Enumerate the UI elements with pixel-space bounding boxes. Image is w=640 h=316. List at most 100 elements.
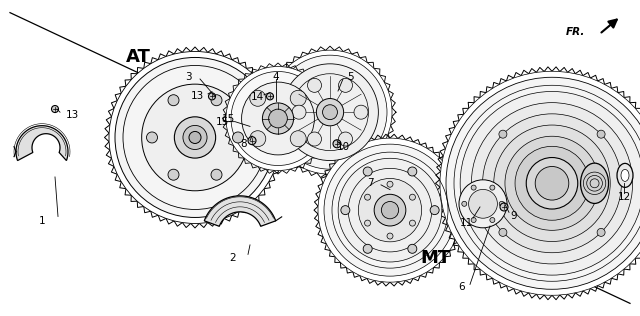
Circle shape [318, 138, 462, 282]
Circle shape [494, 125, 611, 241]
Circle shape [168, 95, 179, 106]
Circle shape [307, 132, 321, 146]
Circle shape [483, 114, 621, 253]
Circle shape [597, 228, 605, 236]
Circle shape [147, 132, 157, 143]
Circle shape [211, 169, 222, 180]
Circle shape [338, 158, 442, 262]
Circle shape [505, 136, 599, 230]
Circle shape [374, 194, 406, 226]
Circle shape [410, 220, 415, 226]
Ellipse shape [580, 163, 609, 204]
Circle shape [499, 228, 507, 236]
Circle shape [290, 131, 306, 147]
Circle shape [211, 95, 222, 106]
Circle shape [499, 201, 504, 206]
Circle shape [468, 189, 497, 218]
Text: 11: 11 [460, 218, 472, 228]
Text: FR.: FR. [566, 27, 585, 37]
Circle shape [387, 181, 393, 187]
Text: 2: 2 [230, 252, 236, 263]
Text: 15: 15 [216, 117, 228, 127]
Circle shape [387, 233, 393, 239]
Circle shape [500, 203, 508, 211]
Ellipse shape [621, 169, 629, 181]
Circle shape [316, 99, 344, 126]
Circle shape [115, 58, 275, 217]
Circle shape [168, 169, 179, 180]
Text: 15: 15 [221, 114, 235, 125]
Circle shape [268, 50, 392, 174]
Circle shape [462, 201, 467, 206]
Circle shape [471, 103, 632, 264]
Circle shape [250, 90, 266, 106]
Circle shape [333, 140, 341, 148]
Circle shape [597, 130, 605, 138]
Text: 3: 3 [185, 72, 191, 82]
Text: 5: 5 [347, 72, 353, 82]
Circle shape [292, 105, 306, 119]
Circle shape [430, 206, 439, 215]
Circle shape [273, 55, 387, 169]
Text: 6: 6 [459, 282, 465, 292]
Circle shape [459, 180, 507, 228]
Circle shape [408, 244, 417, 253]
Circle shape [232, 132, 243, 143]
Circle shape [408, 167, 417, 176]
Text: 13: 13 [65, 110, 79, 120]
Circle shape [358, 179, 422, 242]
Polygon shape [204, 196, 276, 226]
Text: 1: 1 [38, 216, 45, 226]
Circle shape [471, 185, 476, 190]
Text: 10: 10 [337, 142, 349, 152]
Circle shape [526, 157, 578, 209]
Circle shape [341, 206, 350, 215]
Circle shape [262, 103, 294, 134]
Text: 14: 14 [250, 92, 264, 102]
Circle shape [109, 52, 281, 223]
Circle shape [354, 105, 368, 119]
Circle shape [490, 217, 495, 222]
Circle shape [323, 105, 337, 120]
Circle shape [365, 194, 371, 200]
Circle shape [363, 244, 372, 253]
Circle shape [460, 91, 640, 275]
Circle shape [209, 93, 216, 100]
Circle shape [141, 84, 248, 191]
Circle shape [446, 77, 640, 289]
Circle shape [490, 185, 495, 190]
Circle shape [51, 106, 58, 112]
Circle shape [290, 90, 306, 106]
Circle shape [381, 202, 399, 219]
Circle shape [535, 167, 569, 200]
Text: 12: 12 [618, 192, 630, 203]
Text: 7: 7 [367, 178, 373, 188]
Circle shape [269, 109, 287, 128]
Text: 4: 4 [273, 72, 279, 82]
Circle shape [339, 132, 353, 146]
Polygon shape [16, 126, 68, 161]
Circle shape [242, 82, 314, 155]
Circle shape [324, 144, 456, 276]
Circle shape [499, 130, 507, 138]
Circle shape [226, 66, 330, 171]
Circle shape [307, 78, 321, 92]
Circle shape [282, 64, 378, 161]
Circle shape [174, 117, 216, 158]
Circle shape [440, 71, 640, 295]
Circle shape [231, 71, 325, 166]
Text: 8: 8 [241, 139, 247, 149]
Circle shape [266, 93, 273, 100]
Text: 13: 13 [190, 91, 204, 101]
Circle shape [365, 220, 371, 226]
Circle shape [339, 78, 353, 92]
Ellipse shape [617, 163, 633, 187]
Circle shape [515, 146, 589, 220]
Circle shape [248, 137, 256, 145]
Text: MT: MT [421, 249, 451, 266]
Circle shape [250, 131, 266, 147]
Circle shape [183, 125, 207, 149]
Text: AT: AT [125, 48, 150, 66]
Circle shape [189, 131, 201, 143]
Circle shape [471, 217, 476, 222]
